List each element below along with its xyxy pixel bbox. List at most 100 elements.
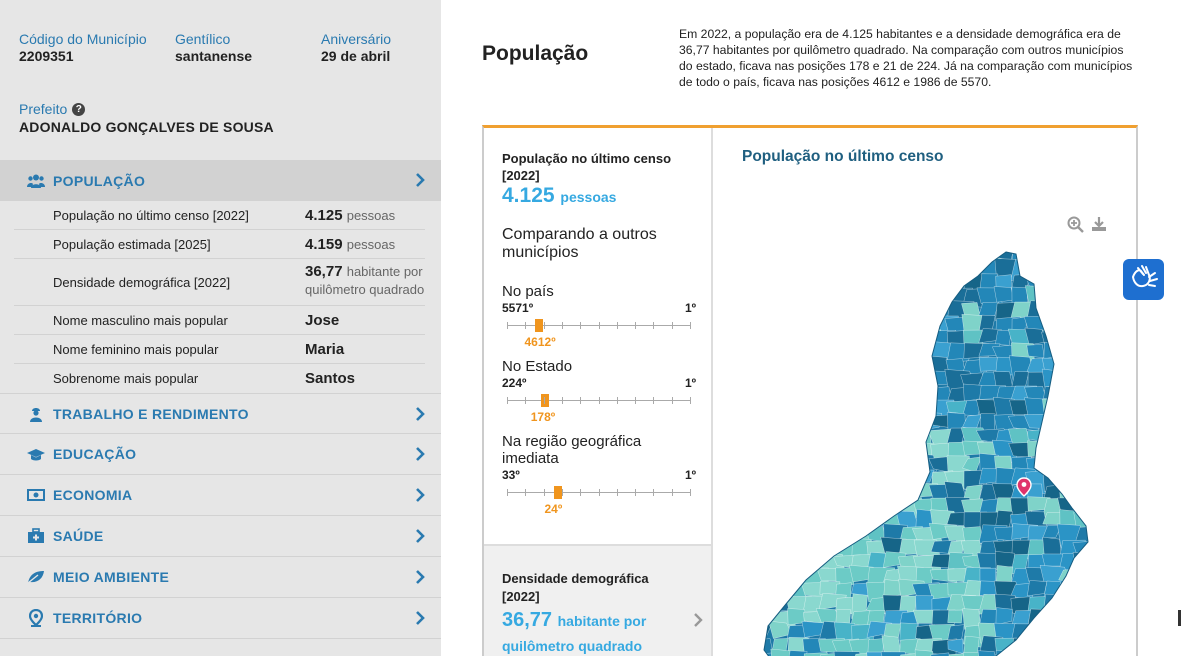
- municipality-region[interactable]: [1074, 624, 1092, 641]
- municipality-region[interactable]: [753, 439, 783, 461]
- municipality-region[interactable]: [1074, 259, 1098, 274]
- municipality-region[interactable]: [1092, 371, 1116, 386]
- municipality-region[interactable]: [866, 355, 884, 382]
- municipality-region[interactable]: [1026, 608, 1054, 632]
- municipality-region[interactable]: [755, 397, 778, 423]
- municipality-region[interactable]: [754, 315, 779, 334]
- municipality-region[interactable]: [818, 399, 847, 423]
- municipality-region[interactable]: [817, 316, 842, 342]
- municipality-region[interactable]: [768, 512, 798, 536]
- municipality-region[interactable]: [867, 496, 895, 514]
- municipality-region[interactable]: [848, 357, 870, 371]
- municipality-region[interactable]: [1055, 623, 1084, 641]
- municipality-region[interactable]: [835, 441, 860, 461]
- municipality-region[interactable]: [1091, 272, 1117, 293]
- municipality-region[interactable]: [898, 246, 922, 263]
- municipality-region[interactable]: [867, 455, 883, 471]
- municipality-region[interactable]: [769, 330, 799, 351]
- municipality-region[interactable]: [771, 343, 788, 359]
- municipality-region[interactable]: [786, 470, 811, 486]
- municipality-region[interactable]: [899, 622, 918, 642]
- municipality-region[interactable]: [1092, 358, 1111, 375]
- municipality-region[interactable]: [802, 540, 830, 557]
- municipality-region[interactable]: [899, 427, 916, 449]
- municipality-region[interactable]: [848, 480, 875, 505]
- municipality-region[interactable]: [1091, 246, 1116, 262]
- municipality-region[interactable]: [834, 494, 854, 519]
- municipality-region[interactable]: [817, 385, 847, 402]
- municipality-region[interactable]: [1025, 257, 1054, 280]
- municipality-region[interactable]: [1059, 468, 1082, 491]
- municipality-region[interactable]: [1092, 260, 1114, 276]
- municipality-region[interactable]: [768, 551, 792, 575]
- municipality-region[interactable]: [883, 315, 902, 330]
- municipality-region[interactable]: [803, 400, 829, 418]
- municipality-region[interactable]: [786, 425, 805, 448]
- municipality-region[interactable]: [800, 497, 822, 512]
- municipality-region[interactable]: [915, 301, 936, 325]
- municipality-region[interactable]: [867, 246, 892, 266]
- municipality-region[interactable]: [785, 330, 814, 354]
- municipality-region[interactable]: [881, 259, 905, 273]
- municipality-region[interactable]: [752, 330, 778, 353]
- municipality-region[interactable]: [1074, 273, 1102, 294]
- municipality-region[interactable]: [800, 302, 832, 325]
- municipality-region[interactable]: [1091, 652, 1107, 656]
- municipality-region[interactable]: [1074, 456, 1093, 479]
- municipality-region[interactable]: [770, 315, 791, 334]
- municipality-region[interactable]: [784, 385, 815, 401]
- municipality-region[interactable]: [818, 525, 843, 543]
- municipality-region[interactable]: [770, 498, 791, 519]
- municipality-region[interactable]: [1073, 386, 1096, 409]
- municipality-region[interactable]: [803, 341, 824, 366]
- municipality-region[interactable]: [756, 285, 777, 306]
- municipality-region[interactable]: [786, 540, 807, 562]
- municipality-region[interactable]: [867, 484, 893, 501]
- municipality-region[interactable]: [1090, 456, 1114, 472]
- state-map[interactable]: [716, 246, 1136, 656]
- municipality-region[interactable]: [883, 246, 900, 264]
- section-meio-ambiente[interactable]: MEIO AMBIENTE: [0, 557, 441, 598]
- municipality-region[interactable]: [753, 372, 775, 393]
- municipality-region[interactable]: [1074, 484, 1095, 508]
- municipality-region[interactable]: [1090, 568, 1113, 589]
- scrollbar-thumb[interactable]: [1178, 610, 1181, 626]
- municipality-region[interactable]: [768, 372, 799, 395]
- municipality-region[interactable]: [1089, 467, 1114, 491]
- municipality-region[interactable]: [819, 356, 835, 380]
- municipality-region[interactable]: [1074, 470, 1103, 489]
- municipality-region[interactable]: [818, 512, 844, 535]
- municipality-region[interactable]: [802, 356, 826, 374]
- municipality-region[interactable]: [819, 495, 843, 519]
- section-economia[interactable]: ECONOMIA: [0, 475, 441, 516]
- municipality-region[interactable]: [851, 428, 870, 450]
- municipality-region[interactable]: [752, 344, 776, 360]
- municipality-region[interactable]: [882, 354, 906, 375]
- municipality-region[interactable]: [914, 371, 935, 385]
- municipality-region[interactable]: [769, 358, 789, 379]
- municipality-region[interactable]: [850, 342, 876, 365]
- municipality-region[interactable]: [847, 411, 873, 435]
- municipality-region[interactable]: [1058, 596, 1088, 614]
- municipality-region[interactable]: [1059, 372, 1085, 388]
- municipality-region[interactable]: [1091, 482, 1108, 501]
- municipality-region[interactable]: [1091, 611, 1108, 628]
- municipality-region[interactable]: [1026, 344, 1045, 359]
- municipality-region[interactable]: [800, 386, 830, 410]
- municipality-region[interactable]: [819, 344, 836, 366]
- municipality-region[interactable]: [1059, 399, 1076, 419]
- zoom-in-icon[interactable]: [1067, 216, 1084, 238]
- municipality-region[interactable]: [832, 509, 858, 536]
- municipality-region[interactable]: [783, 343, 811, 363]
- municipality-region[interactable]: [754, 594, 775, 611]
- municipality-region[interactable]: [915, 400, 932, 421]
- municipality-region[interactable]: [867, 372, 891, 392]
- municipality-region[interactable]: [881, 414, 904, 432]
- municipality-region[interactable]: [1058, 316, 1076, 339]
- municipality-region[interactable]: [1058, 357, 1083, 374]
- municipality-region[interactable]: [851, 302, 871, 319]
- municipality-region[interactable]: [851, 284, 874, 309]
- municipality-region[interactable]: [786, 456, 806, 476]
- section-territorio[interactable]: TERRITÓRIO: [0, 598, 441, 639]
- municipality-region[interactable]: [1074, 413, 1096, 435]
